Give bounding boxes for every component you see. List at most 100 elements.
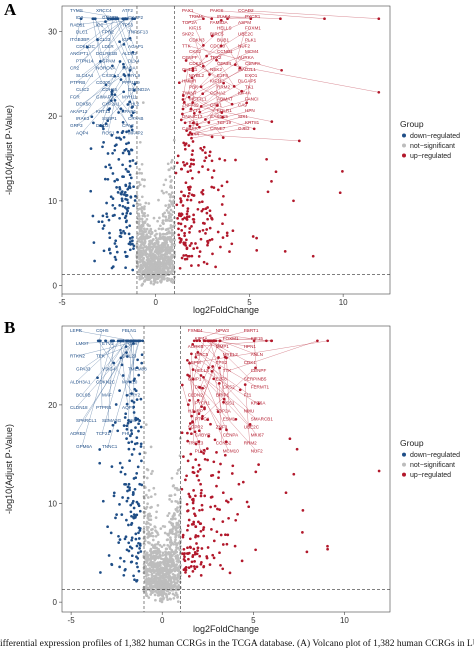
point-down	[123, 416, 127, 419]
label-leader-line	[226, 357, 229, 403]
gene-label: IGF1	[122, 37, 133, 42]
point-down	[96, 339, 100, 343]
point-down	[132, 574, 135, 578]
point-up	[197, 170, 201, 174]
point-up	[212, 539, 216, 543]
point-ns	[152, 486, 156, 490]
point-down	[126, 489, 129, 493]
point-ns	[174, 499, 177, 503]
point-ns	[164, 572, 167, 576]
point-ns	[175, 547, 179, 550]
label-leader-line	[193, 110, 196, 124]
gene-label: DENND2A	[128, 87, 151, 92]
point-up	[186, 546, 189, 550]
point-down	[125, 427, 129, 431]
point-ns	[139, 269, 142, 273]
label-leader-line	[192, 45, 217, 71]
point-ns	[170, 225, 174, 228]
label-leader-line	[194, 330, 222, 341]
point-ns	[157, 556, 161, 559]
label-leader-line	[107, 18, 113, 61]
point-down	[130, 514, 133, 518]
point-up	[192, 158, 195, 162]
point-up	[191, 176, 194, 180]
point-down	[132, 492, 135, 496]
point-ns	[170, 277, 174, 281]
point-ns	[178, 570, 181, 574]
point-down	[118, 503, 121, 506]
point-up	[207, 121, 211, 124]
point-down	[128, 237, 132, 240]
point-ns	[161, 589, 165, 593]
point-down	[129, 420, 133, 424]
point-ns	[172, 542, 175, 546]
point-ns	[161, 244, 165, 247]
point-up	[182, 455, 185, 458]
point-up	[221, 236, 225, 239]
point-ns	[136, 217, 140, 221]
point-down	[111, 214, 115, 218]
point-up	[187, 574, 191, 578]
gene-label: CKS2	[189, 49, 201, 54]
gene-label: E2F8	[217, 73, 228, 78]
point-ns	[160, 189, 164, 193]
point-ns	[170, 557, 174, 561]
gene-label: CHEK1	[182, 67, 198, 72]
point-down	[109, 195, 113, 199]
gene-label: TNFSF13	[128, 30, 148, 35]
point-ns	[147, 526, 150, 529]
gene-label: CDH26	[102, 87, 118, 92]
point-up	[251, 235, 255, 238]
gene-label: RTKN2	[70, 354, 85, 359]
point-ns	[154, 229, 157, 233]
point-up	[234, 158, 237, 162]
point-up	[225, 542, 229, 546]
point-ns	[176, 506, 179, 509]
point-up	[179, 222, 183, 226]
point-up	[218, 427, 222, 431]
gene-label: XRCC4	[96, 8, 112, 13]
point-down	[123, 232, 127, 235]
point-ns	[171, 592, 175, 596]
point-ns	[168, 498, 171, 501]
point-up	[189, 185, 192, 189]
point-down	[132, 185, 135, 189]
gene-label: HPN	[245, 108, 255, 113]
point-ns	[158, 234, 162, 238]
point-ns	[138, 246, 141, 250]
point-ns	[168, 175, 172, 178]
point-down	[115, 136, 118, 140]
point-up	[196, 351, 200, 354]
label-leader-line	[115, 18, 129, 54]
point-up	[198, 508, 201, 512]
point-ns	[170, 231, 174, 235]
point-up	[208, 154, 211, 158]
point-up	[192, 565, 196, 568]
gene-label: TCF19	[217, 120, 231, 125]
point-down	[118, 565, 121, 569]
point-up	[184, 571, 187, 574]
point-ns	[161, 233, 165, 236]
point-up	[180, 190, 183, 194]
label-leader-line	[215, 10, 325, 19]
label-leader-line	[107, 18, 126, 47]
point-up	[190, 225, 193, 228]
point-down	[124, 568, 127, 571]
point-down	[110, 134, 114, 137]
point-ns	[145, 235, 148, 239]
gene-label: CLIC2	[76, 87, 89, 92]
point-ns	[158, 216, 161, 220]
point-down	[136, 358, 139, 362]
point-up	[265, 157, 268, 161]
point-up	[338, 191, 342, 195]
point-up	[182, 254, 186, 257]
label-leader-line	[189, 363, 194, 411]
point-ns	[165, 247, 169, 251]
point-down	[138, 419, 142, 423]
point-down	[121, 163, 124, 167]
point-ns	[154, 598, 157, 602]
point-ns	[167, 211, 171, 214]
point-up	[292, 199, 295, 203]
gene-label: TK1	[245, 85, 254, 90]
point-up	[191, 501, 195, 505]
